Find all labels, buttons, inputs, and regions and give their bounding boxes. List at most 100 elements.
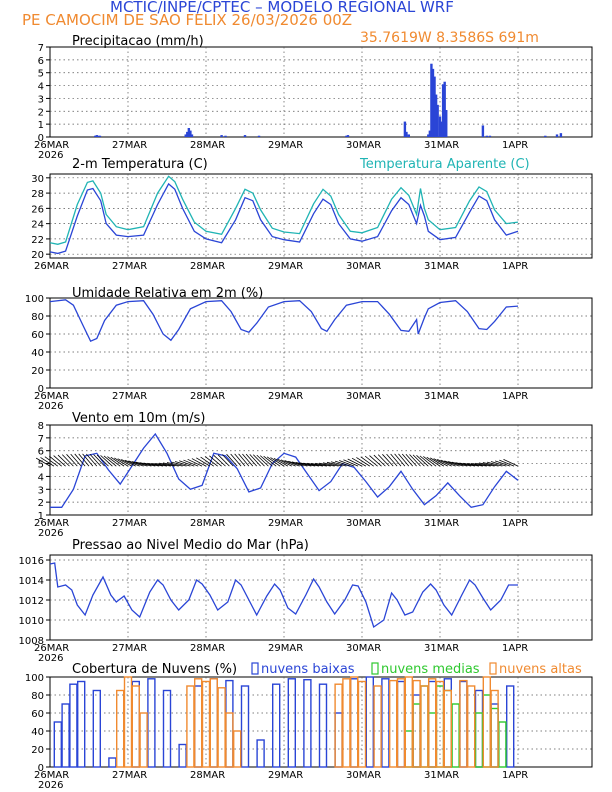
precip-bar [559, 133, 563, 137]
wind-vector [245, 453, 258, 467]
x-tick-label: 27MAR [112, 770, 147, 781]
x-tick-label: 27MAR [112, 518, 147, 529]
wind-vector [288, 460, 304, 467]
wind-vector [478, 462, 495, 467]
wind-vector [158, 462, 175, 467]
wind-vector [482, 462, 499, 467]
precip-bar [555, 134, 559, 137]
precip-bar [433, 76, 436, 137]
wind-vector [179, 460, 195, 467]
x-tick-label: 28MAR [190, 391, 225, 402]
x-tick-label: 1APR [502, 261, 528, 272]
precip-bar [220, 135, 223, 137]
cloud-bar [131, 685, 141, 768]
cloud-bar [334, 683, 343, 768]
wind-vector [96, 454, 109, 467]
cloud-bar [350, 676, 359, 768]
cloud-bar [178, 743, 187, 768]
cloud-bar [467, 685, 476, 768]
wind-vector [503, 459, 519, 467]
x-tick-label: 28MAR [190, 770, 225, 781]
y-tick-label: 60 [31, 330, 44, 341]
legend-swatch [489, 662, 497, 675]
cloud-bar [373, 685, 382, 768]
cloud-bar [459, 679, 468, 768]
wind-vector [74, 453, 86, 467]
wind-vector [93, 454, 105, 467]
wind-vector [322, 462, 339, 467]
precip-bar [445, 110, 448, 137]
wind-vector [263, 455, 277, 467]
precip-bar [440, 121, 443, 137]
precip-bar [190, 134, 194, 137]
wind-vector [238, 453, 250, 467]
legend-label: nuvens altas [499, 662, 582, 677]
y-tick-label: 60 [31, 709, 44, 720]
wind-vector [230, 453, 242, 467]
wind-vector [89, 453, 101, 467]
precip-bar [481, 125, 485, 137]
precip-bar [441, 84, 445, 137]
cloud-bar [139, 712, 148, 768]
wind-vector [213, 454, 226, 467]
cloud-bar [232, 730, 242, 768]
wind-vector [70, 453, 82, 467]
y-tick-label: 1008 [19, 636, 44, 647]
wind-vector [242, 453, 254, 467]
panel-title: Umidade Relativa em 2m (%) [72, 286, 263, 301]
y-tick-label: 0 [38, 763, 44, 774]
wind-vector [135, 461, 152, 467]
cloud-bar [389, 679, 398, 768]
y-tick-label: 30 [31, 174, 44, 185]
y-tick-label: 20 [31, 366, 44, 377]
wind-vector [174, 461, 191, 467]
wind-vector [486, 461, 503, 467]
y-tick-label: 3 [38, 94, 44, 105]
precip-bar [488, 135, 492, 137]
cloud-bar [193, 685, 203, 768]
cloud-bar [272, 683, 281, 768]
wind-vector [132, 461, 148, 467]
wind-vector [124, 459, 140, 467]
wind-vector [470, 462, 487, 467]
x-tick-label: 30MAR [346, 261, 381, 272]
wind-vector [249, 454, 261, 467]
wind-vector [62, 454, 74, 467]
wind-vector [191, 458, 207, 467]
wind-vector [490, 461, 507, 467]
panel-title: Cobertura de Nuvens (%) [72, 662, 237, 677]
wind-vector [117, 458, 133, 467]
wind-vector [295, 461, 312, 467]
cloud-bar [76, 680, 86, 768]
x-tick-label: 1APR [502, 140, 528, 151]
precip-bar [184, 134, 187, 137]
precip-bar [405, 131, 408, 137]
y-tick-label: 1016 [19, 556, 44, 567]
y-tick-label: 1014 [19, 576, 44, 587]
wind-vector [253, 454, 265, 467]
wind-vector [209, 455, 222, 467]
wind-vector [377, 454, 390, 467]
wind-vector [147, 462, 164, 467]
wind-vector [151, 462, 168, 467]
wind-vector [311, 462, 327, 467]
cloud-bar [193, 678, 203, 768]
x-tick-label: 28MAR [190, 518, 225, 529]
cloud-bar [147, 678, 156, 768]
series-line [49, 175, 519, 245]
wind-vector [429, 457, 445, 467]
x-tick-label: 31MAR [424, 391, 459, 402]
wind-vector [103, 455, 117, 467]
cloud-bar [69, 683, 78, 768]
x-tick-label: 30MAR [346, 140, 381, 151]
cloud-bar [459, 680, 468, 768]
cloud-bar [201, 680, 211, 768]
cloud-bar [443, 678, 452, 768]
cloud-bar [428, 680, 437, 768]
precip-bar [98, 135, 102, 137]
precip-bar [430, 63, 433, 137]
wind-vector [82, 453, 94, 467]
y-tick-label: 20 [31, 250, 44, 261]
wind-vector [416, 455, 429, 467]
y-tick-label: 1010 [19, 616, 44, 627]
